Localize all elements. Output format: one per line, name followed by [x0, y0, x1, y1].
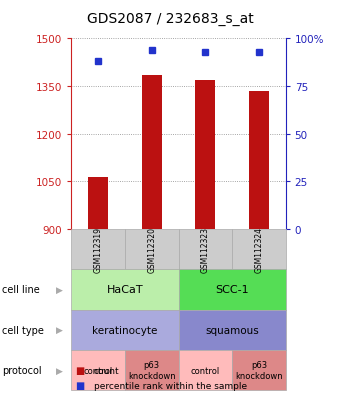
Text: ▶: ▶ [56, 325, 63, 335]
Text: count: count [94, 366, 119, 375]
Text: keratinocyte: keratinocyte [92, 325, 158, 335]
Bar [88, 178, 108, 229]
Text: ▶: ▶ [56, 366, 63, 375]
Text: protocol: protocol [2, 365, 41, 375]
Text: GSM112323: GSM112323 [201, 226, 210, 272]
Text: ▶: ▶ [56, 285, 63, 294]
Text: GSM112319: GSM112319 [94, 226, 103, 272]
Text: ■: ■ [75, 380, 84, 390]
Text: control: control [191, 366, 220, 375]
Bar [195, 81, 216, 229]
Text: p63
knockdown: p63 knockdown [235, 361, 283, 380]
Text: cell line: cell line [2, 285, 39, 294]
Text: percentile rank within the sample: percentile rank within the sample [94, 381, 246, 389]
Bar [249, 91, 269, 229]
Text: p63
knockdown: p63 knockdown [128, 361, 175, 380]
Text: cell type: cell type [2, 325, 44, 335]
Text: ■: ■ [75, 365, 84, 375]
Text: GSM112320: GSM112320 [147, 226, 156, 272]
Text: control: control [84, 366, 113, 375]
Text: SCC-1: SCC-1 [215, 285, 249, 294]
Text: GSM112324: GSM112324 [254, 226, 263, 272]
Text: HaCaT: HaCaT [107, 285, 143, 294]
Text: GDS2087 / 232683_s_at: GDS2087 / 232683_s_at [87, 12, 253, 26]
Text: squamous: squamous [205, 325, 259, 335]
Bar [141, 76, 162, 229]
